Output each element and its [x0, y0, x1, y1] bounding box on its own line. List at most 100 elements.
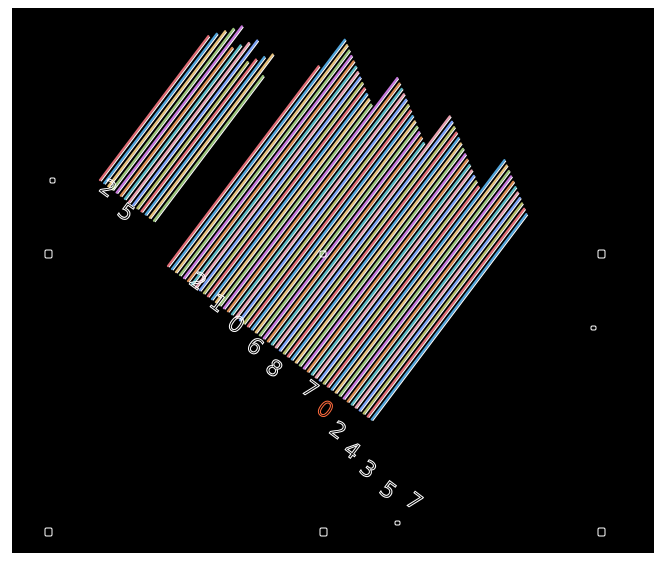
left-edge-6 [125, 45, 243, 201]
right-bar-18 [238, 98, 408, 322]
right-bar-10 [206, 87, 366, 298]
right-edge-50 [368, 209, 526, 419]
barcode-digit-8: 0 [311, 396, 337, 424]
right-edge-38 [320, 176, 476, 382]
right-bar-42 [334, 164, 508, 394]
right-bar-46 [350, 186, 517, 406]
right-edge-14 [224, 78, 400, 310]
left-bar-2 [107, 30, 227, 188]
right-edge-0 [168, 66, 321, 268]
left-edge-4 [117, 26, 244, 195]
right-bar-48 [358, 196, 521, 412]
left-bar-8 [132, 39, 259, 207]
right-bar-36 [310, 164, 471, 376]
barcode-digit-4: 0 [222, 311, 248, 339]
barcode-digit-11: 3 [354, 456, 380, 484]
right-edge-35 [308, 160, 470, 373]
left-edge-10 [142, 60, 258, 213]
right-bar-9 [202, 81, 364, 295]
right-edge-44 [344, 176, 513, 400]
left-edge-2 [109, 31, 227, 188]
right-bar-1 [170, 38, 346, 271]
right-edge-28 [280, 122, 454, 352]
left-edge-3 [113, 29, 236, 191]
right-edge-33 [300, 149, 465, 367]
right-bar-49 [362, 202, 523, 415]
right-edge-41 [332, 160, 507, 391]
right-edge-1 [172, 40, 347, 271]
right-bar-25 [266, 136, 423, 343]
right-edge-12 [216, 99, 371, 304]
left-bar-6 [123, 44, 242, 200]
right-bar-28 [278, 120, 453, 352]
right-edge-19 [244, 105, 411, 325]
barcode-digit-0: 2 [94, 175, 120, 203]
corner-marker-8 [394, 520, 401, 526]
right-bar-43 [338, 169, 510, 397]
right-edge-26 [272, 143, 426, 346]
right-edge-10 [208, 88, 367, 298]
right-edge-7 [196, 72, 360, 289]
right-edge-27 [276, 116, 452, 349]
right-edge-30 [288, 133, 459, 358]
right-edge-25 [268, 138, 424, 343]
right-bar-44 [342, 175, 513, 400]
right-bar-15 [226, 82, 401, 313]
right-bar-51 [370, 213, 528, 421]
right-edge-18 [240, 100, 408, 322]
right-edge-21 [252, 116, 415, 331]
left-bar-3 [111, 27, 235, 191]
right-bar-35 [306, 158, 469, 373]
right-bar-0 [166, 65, 320, 268]
right-bar-17 [234, 93, 405, 319]
right-bar-40 [326, 185, 480, 388]
barcode-digit-9: 2 [324, 417, 350, 445]
left-bar-4 [115, 25, 243, 194]
right-edge-24 [264, 132, 421, 340]
right-bar-34 [302, 153, 467, 370]
right-edge-15 [228, 83, 402, 313]
left-edge-9 [138, 62, 250, 210]
right-bar-29 [282, 126, 456, 355]
right-edge-22 [256, 121, 417, 334]
right-bar-23 [258, 125, 418, 337]
right-edge-32 [296, 143, 463, 364]
right-bar-7 [194, 71, 359, 289]
right-edge-13 [220, 105, 373, 307]
left-bar-5 [119, 46, 234, 197]
right-edge-4 [184, 56, 354, 280]
right-edge-48 [360, 198, 522, 412]
right-bar-41 [330, 159, 506, 391]
right-edge-8 [200, 78, 362, 292]
left-edge-5 [121, 48, 234, 198]
right-edge-37 [316, 170, 474, 379]
right-bar-11 [210, 92, 368, 301]
left-bar-12 [148, 53, 274, 219]
right-edge-20 [248, 110, 413, 328]
left-bar-1 [103, 32, 218, 185]
right-bar-13 [218, 103, 373, 307]
barcode-digit-7: 7 [296, 376, 322, 404]
left-bar-7 [127, 41, 250, 203]
right-bar-47 [354, 191, 519, 409]
right-bar-31 [290, 137, 460, 361]
right-edge-3 [180, 51, 351, 277]
barcode-bars-left-group [98, 25, 275, 223]
right-bar-20 [246, 109, 412, 328]
corner-marker-1 [597, 249, 606, 259]
left-bar-9 [136, 60, 249, 210]
barcode-bars-right-group [166, 38, 529, 422]
right-edge-5 [188, 61, 356, 283]
right-edge-39 [324, 181, 478, 385]
right-bar-27 [274, 115, 451, 349]
barcode-digit-13: 7 [400, 488, 426, 516]
right-edge-40 [328, 187, 481, 388]
left-edge-1 [104, 34, 219, 185]
left-edge-0 [100, 36, 211, 182]
right-bar-30 [286, 131, 458, 358]
barcode-digit-12: 5 [374, 477, 400, 505]
right-edge-31 [292, 138, 461, 361]
right-edge-46 [352, 187, 518, 406]
right-edge-34 [304, 154, 467, 370]
